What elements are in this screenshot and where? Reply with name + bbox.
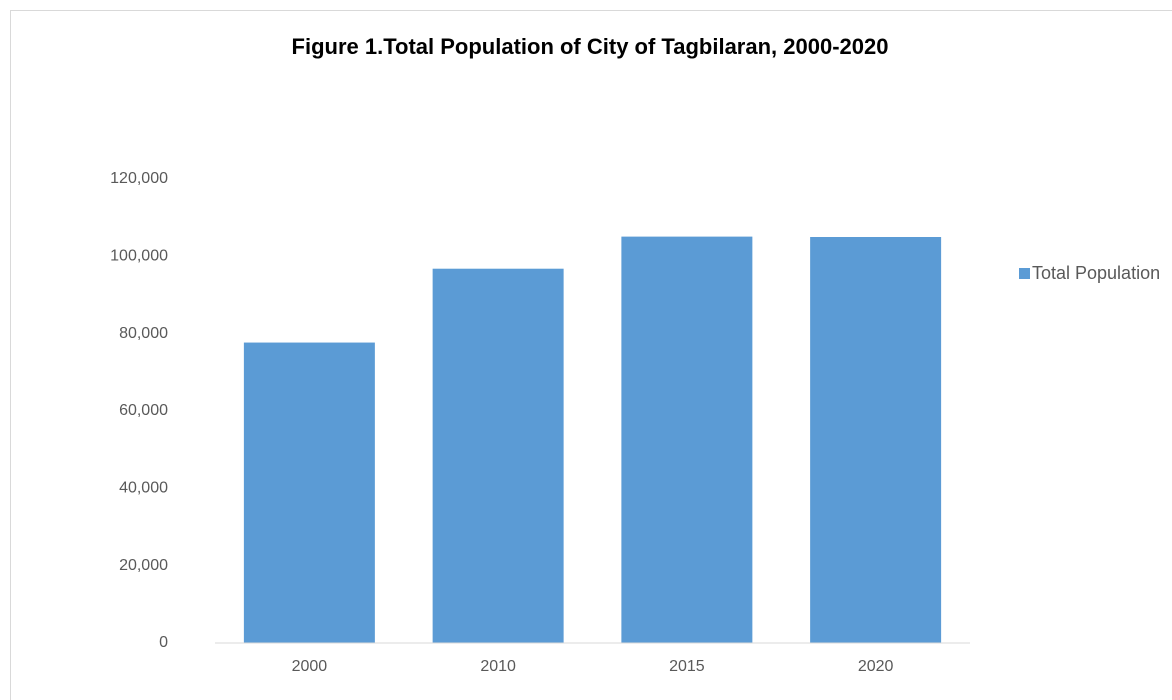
y-tick-label: 120,000 bbox=[110, 170, 168, 187]
bar bbox=[432, 268, 564, 643]
y-tick-label: 80,000 bbox=[119, 325, 168, 342]
x-tick-label: 2000 bbox=[292, 658, 328, 675]
y-tick-label: 100,000 bbox=[110, 248, 168, 265]
y-tick-label: 40,000 bbox=[119, 480, 168, 497]
y-tick-label: 20,000 bbox=[119, 557, 168, 574]
bar bbox=[621, 236, 753, 643]
x-tick-label: 2020 bbox=[858, 658, 894, 675]
x-tick-label: 2015 bbox=[669, 658, 705, 675]
bar bbox=[243, 342, 375, 643]
legend-swatch bbox=[1019, 268, 1030, 279]
chart-title: Figure 1.Total Population of City of Tag… bbox=[292, 34, 889, 59]
chart-frame bbox=[10, 10, 1172, 700]
y-tick-label: 60,000 bbox=[119, 402, 168, 419]
legend-label: Total Population bbox=[1032, 263, 1161, 283]
y-tick-label: 0 bbox=[159, 634, 168, 651]
bar bbox=[810, 237, 942, 643]
x-tick-label: 2010 bbox=[480, 658, 516, 675]
